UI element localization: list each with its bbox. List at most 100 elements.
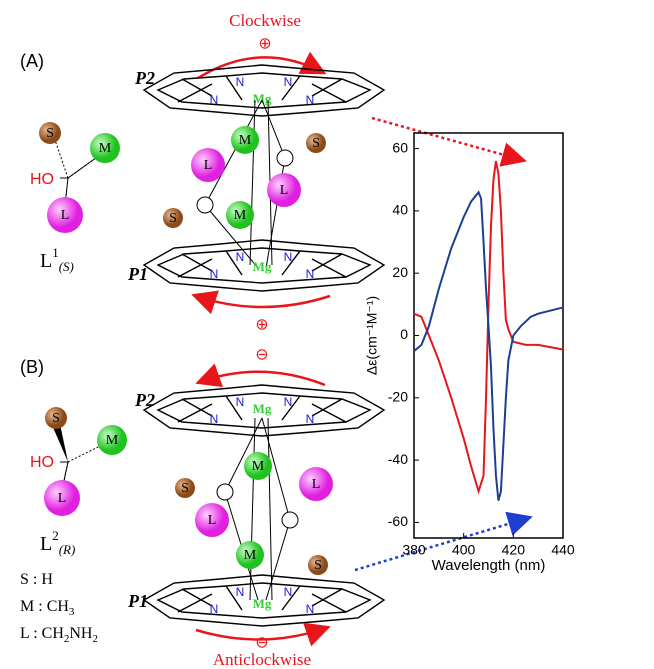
carbon [277, 150, 293, 166]
key-symbol: S [20, 571, 29, 588]
y-tick-label: 60 [392, 139, 408, 155]
sphere-label: L [312, 477, 321, 492]
sphere-label: M [239, 133, 252, 148]
nitrogen: N [306, 93, 315, 107]
y-tick-label: 40 [392, 202, 408, 218]
metal: Mg [253, 91, 272, 106]
wedge-bond [52, 424, 68, 462]
key-entry: S : H [20, 571, 53, 588]
carbon [217, 484, 233, 500]
sphere-label: L [58, 491, 67, 506]
sphere-label: M [252, 459, 265, 474]
formula-subscript: 2 [92, 633, 98, 645]
y-axis-label: Δε(cm⁻¹M⁻¹) [364, 296, 380, 375]
nitrogen: N [284, 395, 293, 409]
metal: Mg [253, 596, 272, 611]
sphere-label: M [244, 548, 257, 563]
y-tick-label: 0 [400, 326, 408, 342]
ligand-config: (R) [59, 542, 76, 557]
ligand-name-main: L [40, 250, 52, 272]
x-tick-label: 440 [551, 542, 575, 558]
ring-label: P2 [134, 390, 155, 410]
rotation-arrow [200, 372, 325, 385]
formula-part: CH [42, 625, 65, 642]
sign: ⊖ [255, 347, 268, 364]
nitrogen: N [306, 267, 315, 281]
ligand-index: 2 [52, 528, 59, 543]
sphere-label: S [169, 211, 177, 226]
y-tick-label: -40 [388, 451, 408, 467]
nitrogen: N [306, 412, 315, 426]
panel-label: (B) [20, 357, 44, 377]
ring-label: P1 [127, 591, 148, 611]
key-sep: : [29, 571, 41, 588]
nitrogen: N [210, 267, 219, 281]
hydroxyl: HO [30, 171, 54, 188]
nitrogen: N [284, 585, 293, 599]
sphere-label: L [208, 513, 217, 528]
formula-subscript: 3 [69, 606, 75, 618]
key-entry: L : CH2NH2 [20, 625, 98, 645]
y-tick-label: 20 [392, 264, 408, 280]
sphere-label: S [46, 126, 54, 141]
ligand-index: 1 [52, 245, 59, 260]
formula-part: H [41, 571, 53, 588]
x-axis-label: Wavelength (nm) [432, 557, 546, 574]
key-symbol: L [20, 625, 29, 642]
sphere-label: L [61, 208, 70, 223]
rotation-label: Clockwise [229, 11, 301, 30]
figure: (A) Clockwise ⊕ P2 Mg N N N N M S L L S … [0, 0, 654, 669]
y-tick-label: -60 [388, 513, 408, 529]
ligand-name: L1(S) [40, 245, 74, 274]
ligand-config: (S) [59, 259, 74, 274]
carbon [197, 197, 213, 213]
formula-part: NH [69, 625, 93, 642]
metal: Mg [253, 259, 272, 274]
nitrogen: N [236, 585, 245, 599]
nitrogen: N [306, 602, 315, 616]
y-tick-label: -20 [388, 389, 408, 405]
sphere-label: S [181, 481, 189, 496]
sphere-label: M [99, 141, 112, 156]
key-sep: : [34, 598, 46, 615]
hydroxyl: HO [30, 454, 54, 471]
sphere-label: M [234, 208, 247, 223]
nitrogen: N [210, 412, 219, 426]
panel-label: (A) [20, 51, 44, 71]
nitrogen: N [236, 395, 245, 409]
sign: ⊕ [255, 317, 268, 334]
chart: -60 -40 -20 0 20 40 60 380 400 420 440 Wavelength (… [364, 133, 575, 574]
nitrogen: N [236, 250, 245, 264]
formula-part: CH [47, 598, 70, 615]
rotation-arrow [198, 57, 322, 78]
sign: ⊕ [258, 36, 271, 53]
rotation-label: Anticlockwise [213, 650, 311, 669]
ligand-name: L2(R) [40, 528, 75, 557]
metal: Mg [253, 401, 272, 416]
sphere-label: L [280, 183, 289, 198]
sphere-label: S [52, 411, 60, 426]
sphere-label: L [204, 158, 213, 173]
ring-label: P2 [134, 68, 155, 88]
linker [225, 418, 290, 600]
series-line [414, 192, 563, 500]
nitrogen: N [284, 75, 293, 89]
carbon [282, 512, 298, 528]
ring-label: P1 [127, 264, 148, 284]
ligand-name-main: L [40, 533, 52, 555]
nitrogen: N [236, 75, 245, 89]
key-symbol: M [20, 598, 34, 615]
x-tick-label: 400 [452, 542, 476, 558]
key-sep: : [29, 625, 41, 642]
rotation-arrow [196, 296, 330, 307]
nitrogen: N [284, 250, 293, 264]
sphere-label: S [314, 558, 322, 573]
x-tick-label: 420 [502, 542, 526, 558]
nitrogen: N [210, 602, 219, 616]
key-entry: M : CH3 [20, 598, 75, 618]
sphere-label: S [312, 136, 320, 151]
sphere-label: M [106, 433, 119, 448]
nitrogen: N [210, 93, 219, 107]
x-tick-label: 380 [402, 542, 426, 558]
